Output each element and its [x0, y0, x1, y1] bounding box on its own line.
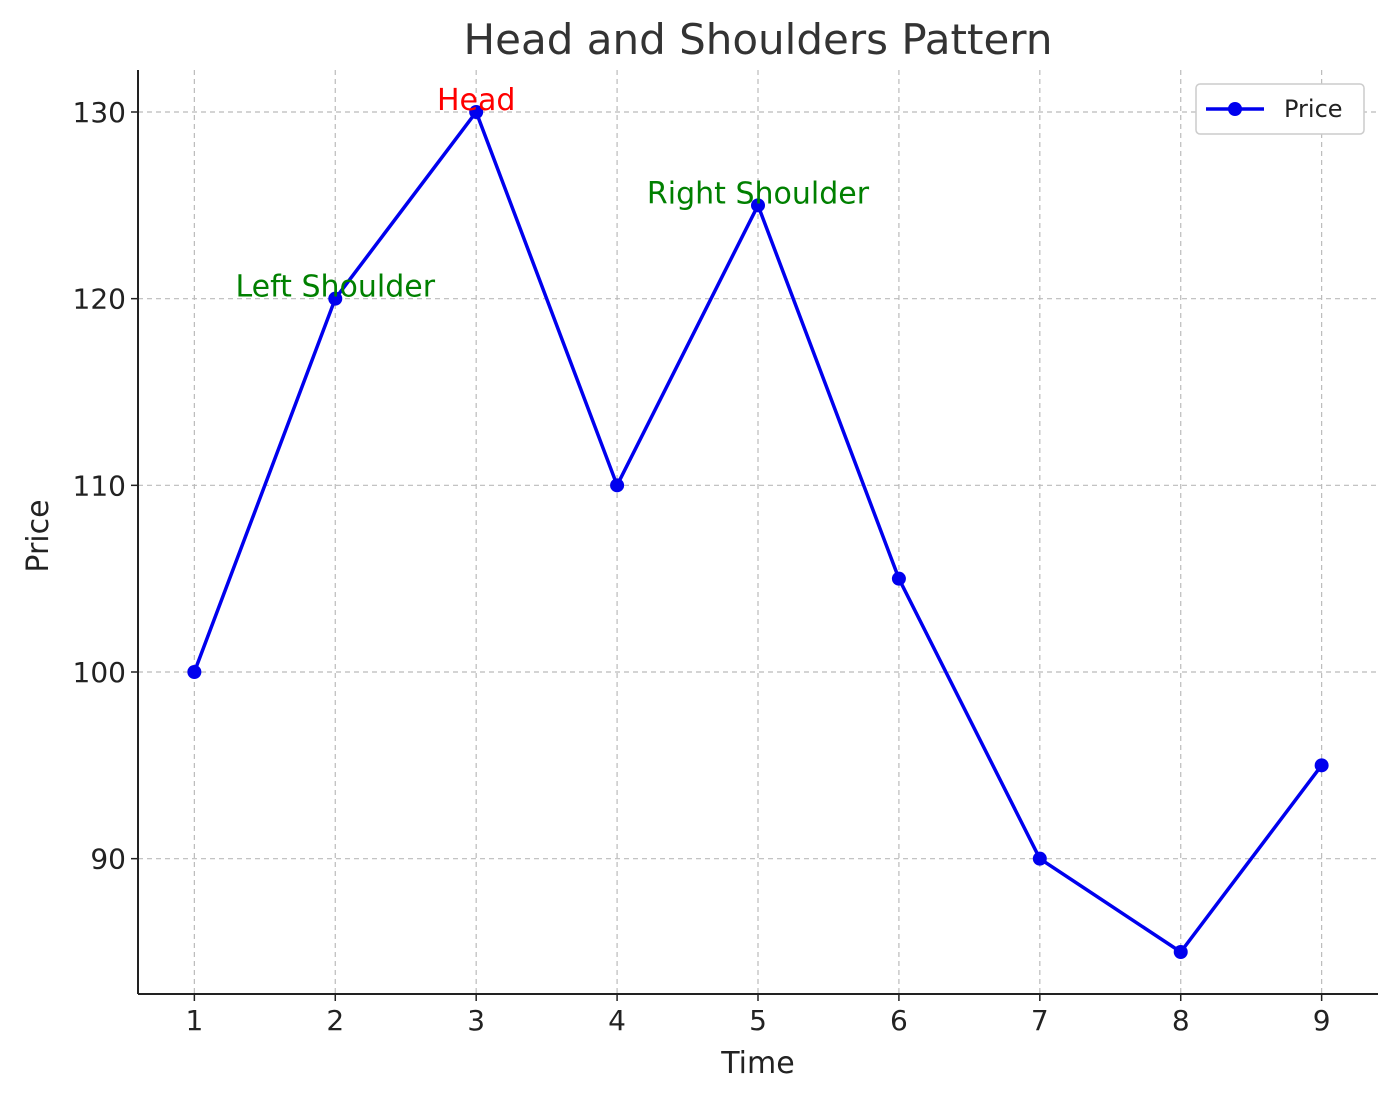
y-tick-label: 120 [73, 283, 126, 316]
x-tick-label: 7 [1031, 1004, 1049, 1037]
x-tick-label: 5 [749, 1004, 767, 1037]
x-tick-label: 6 [890, 1004, 908, 1037]
point [1314, 758, 1329, 773]
annotation: Left Shoulder [235, 270, 435, 305]
y-tick-label: 130 [73, 96, 126, 129]
chart-title: Head and Shoulders Pattern [464, 15, 1053, 64]
y-tick-label: 110 [73, 469, 126, 502]
point [610, 478, 625, 493]
point [469, 105, 484, 119]
legend-label: Price [1284, 95, 1343, 123]
y-tick-label: 90 [90, 843, 126, 876]
legend-box [1195, 83, 1365, 135]
y-axis-label: Price [21, 499, 56, 572]
annotation: Head [437, 83, 515, 118]
x-tick-label: 3 [467, 1004, 485, 1037]
point [328, 291, 343, 306]
x-tick-label: 1 [185, 1004, 203, 1037]
x-axis-label: Time [720, 1046, 794, 1081]
point [891, 571, 906, 586]
point [187, 665, 202, 679]
point [1032, 851, 1047, 866]
y-tick-label: 100 [73, 656, 126, 689]
point [1173, 945, 1188, 959]
annotation: Right Shoulder [647, 176, 870, 211]
point [751, 198, 765, 213]
legend-marker [1228, 102, 1242, 116]
x-tick-label: 8 [1172, 1004, 1190, 1037]
x-tick-label: 2 [326, 1004, 344, 1037]
x-tick-label: 9 [1313, 1004, 1331, 1037]
x-tick-label: 4 [608, 1004, 626, 1037]
